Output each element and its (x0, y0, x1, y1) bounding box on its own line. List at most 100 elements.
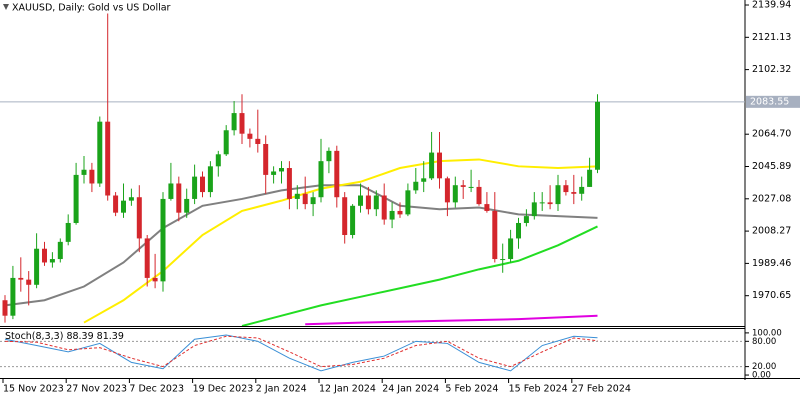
stoch-label: Stoch(8,3,3) 88.39 81.39 (5, 331, 124, 342)
candle-body (413, 181, 419, 191)
moving-average (83, 158, 598, 324)
candle-body (207, 166, 213, 193)
candle-body (18, 277, 24, 280)
candle-body (579, 186, 585, 194)
candle-body (468, 186, 474, 188)
y-tick-label: 2027.08 (752, 193, 791, 204)
candle-body (128, 197, 134, 201)
candle-body (302, 193, 308, 205)
y-tick-label: 2045.89 (752, 161, 791, 172)
x-tick-label: 15 Feb 2024 (509, 384, 568, 395)
candle-body (160, 198, 166, 282)
candle-body (271, 171, 277, 175)
candle-body (571, 192, 577, 194)
moving-average (305, 314, 598, 326)
candle-body (136, 197, 142, 239)
candle-body (334, 150, 340, 198)
candle-body (215, 154, 221, 167)
candle-body (484, 204, 490, 211)
y2-tick-label: 80.00 (752, 337, 776, 347)
stoch-line (4, 334, 598, 372)
x-tick-label: 27 Feb 2024 (572, 384, 631, 395)
stoch-label-part: 81.39 (97, 331, 124, 342)
candle-body (595, 101, 600, 170)
stoch-label-part: 88.39 (66, 331, 93, 342)
current-price-label: 2083.55 (750, 96, 789, 107)
candle-body (587, 169, 593, 187)
moving-average (241, 225, 598, 326)
candle-body (223, 130, 229, 155)
candle-body (318, 161, 324, 198)
stoch-line (4, 335, 598, 368)
stoch-label-part: Stoch(8,3,3) (5, 331, 63, 342)
candle-body (152, 277, 158, 282)
candle-body (373, 195, 379, 210)
x-tick-label: 5 Feb 2024 (445, 384, 498, 395)
candle-body (429, 152, 435, 179)
candle-body (421, 178, 427, 182)
candle-body (144, 238, 150, 278)
candle-body (105, 121, 111, 196)
candle-body (168, 183, 174, 199)
x-tick-label: 2 Jan 2024 (256, 384, 307, 395)
main-panel (0, 13, 745, 326)
candle-body (97, 121, 103, 184)
y-tick-label: 2064.70 (752, 129, 791, 140)
moving-average (4, 184, 598, 307)
candle-body (263, 143, 269, 175)
candle-body (531, 202, 537, 217)
y-tick-label: 2102.32 (752, 64, 791, 75)
y2-tick-label: 0.00 (752, 371, 771, 381)
y-tick-label: 2121.13 (752, 32, 791, 43)
candle-body (10, 277, 16, 316)
candle-body (358, 195, 363, 206)
candle-body (113, 195, 119, 213)
candle-body (81, 169, 87, 175)
candle-body (365, 195, 371, 210)
candle-body (437, 152, 442, 179)
y-tick-label: 1970.65 (752, 290, 791, 301)
candle-body (49, 259, 55, 263)
candle-body (547, 202, 553, 205)
candle-body (57, 241, 63, 260)
candle-body (539, 202, 545, 204)
candle-body (555, 185, 561, 205)
current-price-box (746, 95, 800, 108)
candle-body (2, 300, 8, 316)
candle-body (65, 222, 71, 242)
candle-body (286, 168, 292, 199)
candle-body (34, 248, 40, 285)
y-tick-label: 2139.94 (752, 0, 791, 11)
candle-body (500, 259, 506, 261)
candle-body (184, 198, 190, 213)
y2-tick-label: 20.00 (752, 362, 776, 372)
candle-body (231, 113, 237, 131)
candle-body (563, 185, 569, 193)
candle-body (492, 210, 498, 260)
candle-body (310, 197, 316, 205)
candle-body (326, 150, 332, 162)
candle-body (294, 193, 300, 199)
stoch-panel (0, 334, 745, 372)
candle-body (516, 222, 521, 239)
candle-body (26, 279, 32, 285)
candle-body (200, 176, 205, 193)
candle-body (73, 174, 79, 223)
candle-body (42, 248, 47, 263)
candle-body (350, 205, 356, 235)
candle-body (239, 113, 245, 134)
x-tick-label: 12 Jan 2024 (319, 384, 376, 395)
candle-body (460, 185, 466, 187)
x-tick-label: 24 Jan 2024 (382, 384, 439, 395)
candle-body (405, 190, 411, 215)
candle-body (452, 185, 458, 203)
candle-body (389, 210, 395, 220)
candle-body (176, 183, 182, 213)
candle-body (397, 210, 403, 215)
x-tick-label: 27 Nov 2023 (66, 384, 127, 395)
candle-body (247, 133, 253, 139)
candle-body (279, 168, 284, 172)
candle-body (523, 216, 529, 223)
x-tick-label: 19 Dec 2023 (193, 384, 254, 395)
